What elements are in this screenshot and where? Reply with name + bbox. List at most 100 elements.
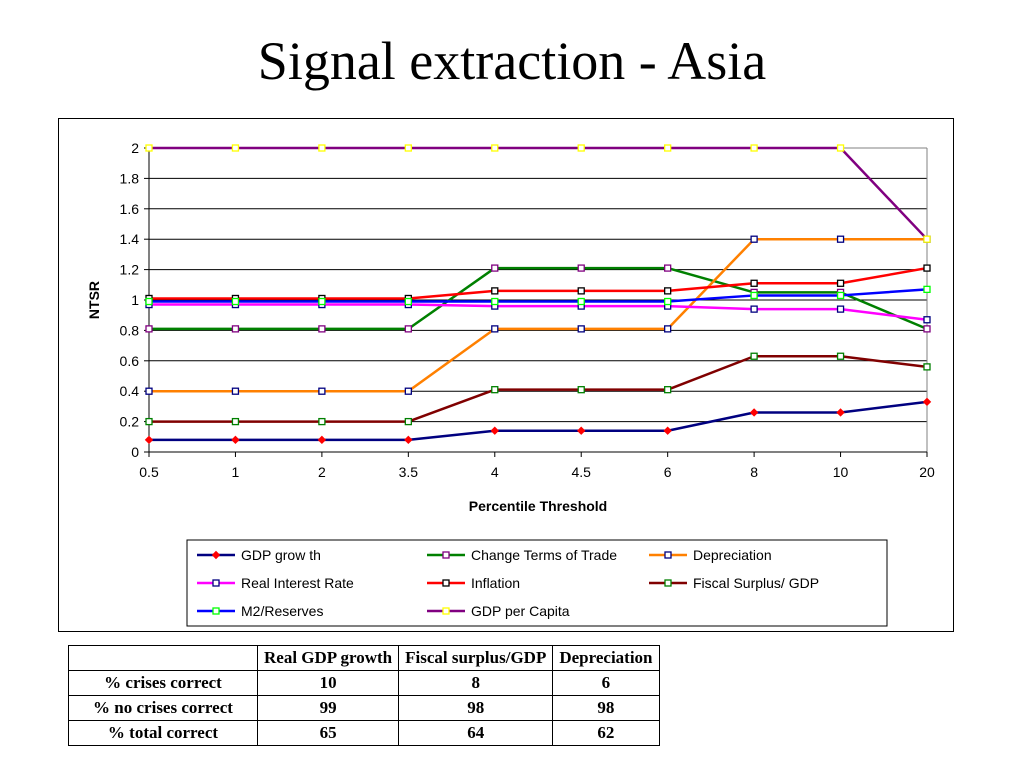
data-point [749,408,759,417]
data-point [145,387,153,395]
data-point [404,387,412,395]
table-header-cell: Fiscal surplus/GDP [398,645,554,671]
table-row: % total correct 65 64 62 [68,720,660,746]
y-tick-label: 2 [131,140,139,156]
x-tick-label: 8 [750,464,758,480]
y-tick-label: 1.4 [120,231,140,247]
series-line [149,266,928,300]
table-header-cell [68,645,258,671]
data-point [318,297,326,306]
legend-label: Inflation [471,575,520,591]
row-label: % total correct [68,720,258,746]
data-point [577,297,585,306]
data-point [491,264,499,272]
data-point [750,291,758,300]
table-header-row: Real GDP growth Fiscal surplus/GDP Depre… [68,645,660,671]
data-point [836,144,845,152]
series-line [149,400,928,442]
data-point [923,325,931,333]
chart-frame: 0 0.2 0.4 0.6 0.8 1 1.2 1.4 1.6 1.8 2 0.5 1 2 3.5 4 4.5 6… [58,118,954,632]
data-point [923,363,931,371]
line-chart: 0 0.2 0.4 0.6 0.8 1 1.2 1.4 1.6 1.8 2 0.5 1 2 3.5 4 4.5 6… [86,140,935,627]
data-point [922,397,932,407]
legend-label: GDP per Capita [471,603,570,619]
data-point [664,386,672,394]
data-point [664,325,672,333]
x-tick-label: 2 [318,464,326,480]
data-point [923,316,931,324]
data-point [491,386,499,394]
legend-marker [664,551,672,559]
data-point [836,305,845,313]
data-point [577,325,585,333]
table-cell: 64 [398,720,554,746]
legend-label: Change Terms of Trade [471,547,617,563]
data-point [664,287,672,295]
data-point [750,352,758,360]
table-cell: 98 [552,695,660,721]
table-cell: 98 [398,695,554,721]
series-line [149,303,928,322]
table-cell: 99 [256,695,400,721]
legend-label: Real Interest Rate [241,575,354,591]
data-point [577,264,585,272]
y-tick-label: 1.8 [120,170,140,186]
x-axis-title: Percentile Threshold [469,498,607,514]
x-tick-label: 20 [919,464,935,480]
data-point [318,325,326,333]
data-point [750,279,758,287]
series-line [149,237,927,393]
legend-label: GDP grow th [241,547,321,563]
data-point [317,435,327,445]
data-point [145,325,153,333]
table-cell: 62 [552,720,660,746]
data-point [318,144,326,152]
data-point [836,291,845,300]
row-label: % crises correct [68,670,258,696]
series-line [149,288,928,303]
table-cell: 65 [256,720,400,746]
data-point [836,352,845,360]
data-point [404,325,412,333]
y-tick-label: 0.4 [120,383,140,399]
data-point [836,235,845,243]
data-point [404,417,412,426]
table-row: % crises correct 10 8 6 [68,670,660,696]
results-table: Real GDP growth Fiscal surplus/GDP Depre… [68,645,660,746]
data-point [145,144,153,152]
x-tick-label: 1 [232,464,240,480]
data-point [923,264,931,272]
data-point [836,408,845,417]
x-tick-label: 3.5 [399,464,419,480]
legend-label: M2/Reserves [241,603,323,619]
data-point [404,435,413,445]
legend-label: Fiscal Surplus/ GDP [693,575,819,591]
data-point [318,387,326,395]
data-point [664,297,672,306]
legend-label: Depreciation [693,547,772,563]
legend-marker [211,550,221,560]
y-tick-label: 0 [131,444,139,460]
data-point [664,144,672,152]
x-tick-label: 0.5 [139,464,159,480]
legend-marker [442,551,450,559]
data-point [404,144,412,152]
series-line [149,146,928,241]
data-point [144,435,154,445]
legend-marker [442,607,450,615]
series-line [149,354,928,423]
data-point [491,287,499,295]
data-point [491,325,499,333]
data-point [145,297,153,306]
data-point [750,235,758,243]
table-header-cell: Real GDP growth [256,645,400,671]
table-cell: 6 [552,670,660,696]
data-point [664,264,672,272]
row-label: % no crises correct [68,695,258,721]
data-point [231,435,240,445]
x-tick-label: 10 [833,464,849,480]
data-point [491,297,499,306]
legend-marker [664,579,672,587]
data-point [577,144,585,152]
data-point [231,417,240,426]
